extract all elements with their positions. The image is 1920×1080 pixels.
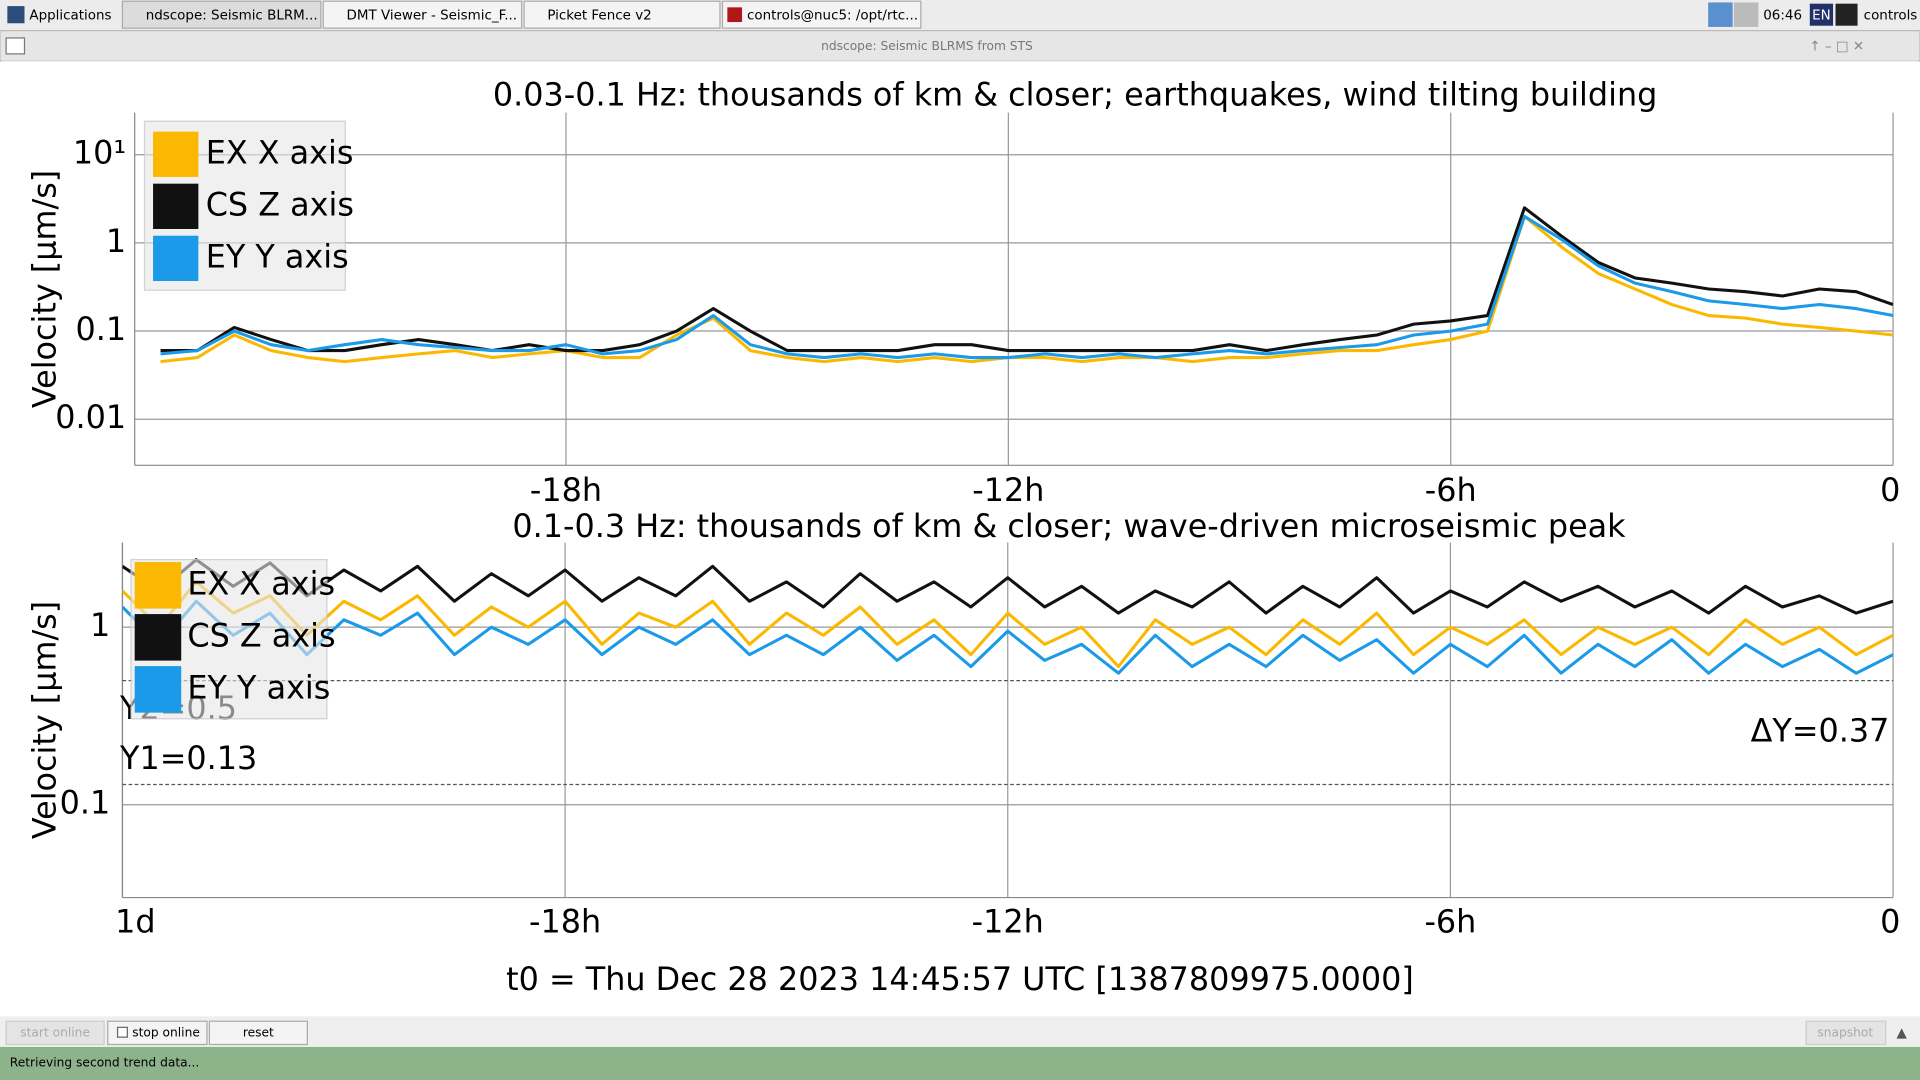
y-tick-label: 10¹ xyxy=(73,134,126,172)
button-label[interactable]: reset xyxy=(243,1025,274,1039)
legend-swatch xyxy=(134,562,182,609)
legend-label: EY Y axis xyxy=(187,668,330,706)
legend-label: EX X axis xyxy=(187,564,335,602)
legend-label: EX X axis xyxy=(206,133,354,171)
expand[interactable]: ▲ xyxy=(1896,1026,1907,1041)
legend-swatch xyxy=(134,614,182,661)
series-line xyxy=(160,206,1894,353)
series-line xyxy=(122,580,1894,669)
y-tick-label: 0.01 xyxy=(55,398,126,436)
menu[interactable]: Applications xyxy=(29,8,111,23)
toolbar xyxy=(0,1016,1920,1047)
task-button[interactable] xyxy=(721,0,922,29)
task-button[interactable] xyxy=(121,0,322,29)
y-tick-label: 1 xyxy=(90,606,110,644)
window-icon[interactable] xyxy=(5,37,26,55)
title-bar xyxy=(0,30,1920,62)
x-tick-label: -6h xyxy=(1424,902,1476,940)
task-button[interactable] xyxy=(322,0,523,29)
task-label[interactable]: controls@nuc5: /opt/rtc... xyxy=(747,8,918,23)
workspace[interactable] xyxy=(1708,2,1733,27)
legend-label: CS Z axis xyxy=(187,616,335,654)
terminal-icon xyxy=(727,7,743,23)
cursor-label: Y1=0.13 xyxy=(119,739,257,777)
x-tick-label: -12h xyxy=(972,471,1044,509)
win-controls[interactable]: ↑ – □ ✕ xyxy=(1809,40,1864,55)
button[interactable] xyxy=(1805,1020,1887,1046)
chart-title: 0.03-0.1 Hz: thousands of km & closer; e… xyxy=(493,76,1657,114)
task-label[interactable]: DMT Viewer - Seismic_F... xyxy=(347,8,518,23)
legend-swatch xyxy=(153,235,199,282)
user: controls xyxy=(1864,8,1918,23)
x-tick-label: -6h xyxy=(1425,471,1477,509)
legend-swatch xyxy=(153,131,199,177)
window-title: ndscope: Seismic BLRMS from STS xyxy=(821,39,1033,53)
x-tick-label: 1d xyxy=(115,902,155,940)
lang[interactable]: EN xyxy=(1812,8,1831,23)
y-axis-title: Velocity [µm/s] xyxy=(26,170,64,408)
task-label[interactable]: ndscope: Seismic BLRM... xyxy=(146,8,318,23)
y-tick-label: 0.1 xyxy=(60,784,111,822)
status: Retrieving second trend data... xyxy=(10,1055,200,1069)
x-tick-label: 0 xyxy=(1880,471,1900,509)
button[interactable] xyxy=(208,1020,308,1046)
workspace[interactable] xyxy=(1733,2,1759,27)
user-icon xyxy=(1835,3,1858,26)
status-bar xyxy=(0,1046,1920,1080)
button[interactable] xyxy=(5,1020,105,1046)
button-label[interactable]: snapshot xyxy=(1817,1025,1873,1039)
y-tick-label: 1 xyxy=(106,222,126,260)
button[interactable] xyxy=(107,1020,208,1046)
menu-icon[interactable] xyxy=(7,6,25,24)
series-line xyxy=(122,558,1894,615)
task-button[interactable] xyxy=(523,0,721,29)
y-tick-label: 0.1 xyxy=(75,310,126,348)
chart-title: 0.1-0.3 Hz: thousands of km & closer; wa… xyxy=(512,507,1626,545)
series-line xyxy=(160,214,1894,360)
x-tick-label: -18h xyxy=(530,471,602,509)
series-line xyxy=(122,599,1894,675)
button-label[interactable]: stop online xyxy=(132,1025,200,1039)
x-tick-label: 0 xyxy=(1880,902,1900,940)
legend-label: EY Y axis xyxy=(206,237,349,275)
charts: 0.01 0.1 1 10¹ -18h -12h -6h 0 0.03-0.1 Hz: thou… xyxy=(26,76,1901,941)
lang-box xyxy=(1809,3,1834,26)
button-label[interactable]: start online xyxy=(20,1025,90,1039)
task-label[interactable]: Picket Fence v2 xyxy=(547,8,651,23)
cursor-delta: ΔY=0.37 xyxy=(1751,712,1890,750)
series-line xyxy=(160,214,1894,364)
t0-label: t0 = Thu Dec 28 2023 14:45:57 UTC [13878… xyxy=(506,960,1414,998)
checkbox[interactable] xyxy=(116,1026,128,1038)
x-tick-label: -18h xyxy=(529,902,601,940)
legend-label: CS Z axis xyxy=(206,185,354,223)
x-tick-label: -12h xyxy=(972,902,1044,940)
clock: 06:46 xyxy=(1763,8,1802,23)
legend-swatch xyxy=(153,183,199,229)
legend-swatch xyxy=(134,666,182,713)
y-axis-title: Velocity [µm/s] xyxy=(26,601,64,839)
